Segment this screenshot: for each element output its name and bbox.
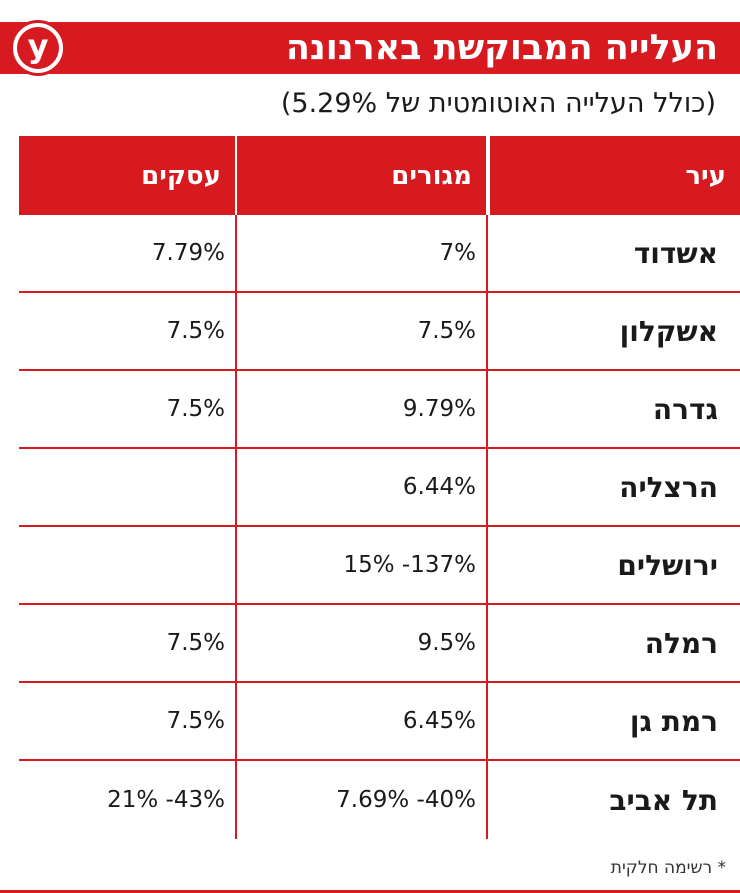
logo-letter: y xyxy=(17,27,59,69)
table-header: עיר מגורים עסקים xyxy=(19,136,740,215)
page-title: העלייה המבוקשת בארנונה xyxy=(285,28,718,68)
residential-cell: 9.79% xyxy=(235,371,488,447)
header-city: עיר xyxy=(488,136,740,215)
city-cell: תל אביב xyxy=(609,783,718,817)
city-cell: ירושלים xyxy=(617,548,718,582)
city-cell: אשדוד xyxy=(633,236,718,270)
residential-cell: 7% xyxy=(235,215,488,291)
table-row: רמלה 9.5% 7.5% xyxy=(19,605,740,683)
business-cell xyxy=(19,527,235,603)
header-residential: מגורים xyxy=(235,136,488,215)
business-cell xyxy=(19,449,235,525)
business-cell: 7.79% xyxy=(151,240,225,266)
table-row: רמת גן 6.45% 7.5% xyxy=(19,683,740,761)
ynet-logo: y xyxy=(10,20,66,76)
bottom-divider xyxy=(0,890,740,893)
rates-table: עיר מגורים עסקים אשדוד 7% 7.79% אשקלון 7.5% 7… xyxy=(19,136,740,839)
business-cell: 7.5% xyxy=(166,630,225,656)
table-body: אשדוד 7% 7.79% אשקלון 7.5% 7.5% גדרה 9.79% 7.5% ה… xyxy=(19,215,740,839)
city-cell: הרצליה xyxy=(619,470,718,504)
residential-cell: 6.45% xyxy=(235,683,488,759)
table-row: תל אביב 40%- 7.69% 43%- 21% xyxy=(19,761,740,839)
business-cell: 7.5% xyxy=(166,396,225,422)
residential-cell: 6.44% xyxy=(235,449,488,525)
business-cell: 7.5% xyxy=(166,318,225,344)
residential-cell: 40%- 7.69% xyxy=(235,761,488,839)
city-cell: גדרה xyxy=(652,392,718,426)
table-row: אשקלון 7.5% 7.5% xyxy=(19,293,740,371)
city-cell: אשקלון xyxy=(619,314,718,348)
business-cell: 7.5% xyxy=(166,708,225,734)
table-row: גדרה 9.79% 7.5% xyxy=(19,371,740,449)
table-row: הרצליה 6.44% xyxy=(19,449,740,527)
header-business: עסקים xyxy=(141,160,221,191)
city-cell: רמלה xyxy=(644,626,718,660)
residential-cell: 9.5% xyxy=(235,605,488,681)
table-row: ירושלים 137%- 15% xyxy=(19,527,740,605)
city-cell: רמת גן xyxy=(629,704,718,738)
residential-cell: 7.5% xyxy=(235,293,488,369)
page-subtitle: (כולל העלייה האוטומטית של 5.29%) xyxy=(280,88,716,119)
footnote: * רשימה חלקית xyxy=(610,858,726,878)
title-bar xyxy=(0,22,740,74)
business-cell: 43%- 21% xyxy=(107,787,225,813)
residential-cell: 137%- 15% xyxy=(235,527,488,603)
table-row: אשדוד 7% 7.79% xyxy=(19,215,740,293)
